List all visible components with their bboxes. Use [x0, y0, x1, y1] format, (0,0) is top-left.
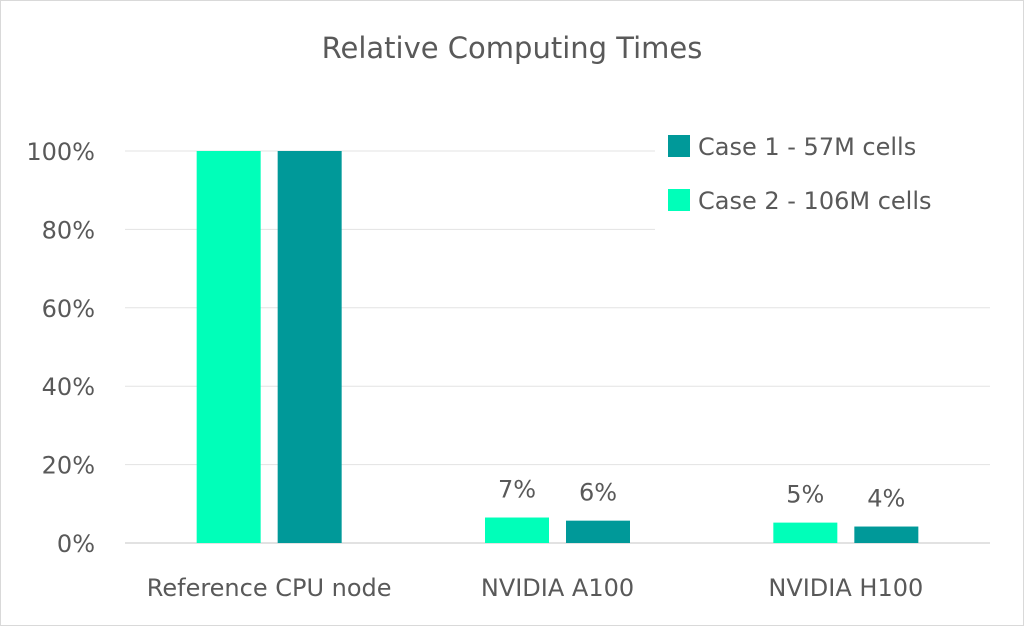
x-tick-label: NVIDIA H100 [768, 574, 923, 602]
bar [773, 522, 838, 543]
data-label: 5% [786, 481, 824, 509]
bar [566, 520, 630, 543]
y-tick-label: 60% [42, 295, 95, 323]
legend-label: Case 1 - 57M cells [698, 133, 916, 161]
y-tick-label: 0% [57, 530, 95, 558]
legend-swatch [668, 135, 690, 157]
legend: Case 1 - 57M cells Case 2 - 106M cells [655, 122, 990, 232]
data-label: 7% [498, 476, 536, 504]
bar [277, 151, 342, 543]
legend-background [655, 122, 990, 232]
bar [196, 151, 261, 543]
chart-title: Relative Computing Times [322, 31, 703, 65]
data-label: 6% [579, 479, 617, 507]
legend-label: Case 2 - 106M cells [698, 187, 932, 215]
bar [485, 517, 549, 543]
y-tick-label: 80% [42, 216, 95, 244]
y-tick-label: 100% [26, 138, 95, 166]
bar [854, 526, 919, 543]
y-tick-label: 20% [42, 452, 95, 480]
x-tick-label: Reference CPU node [147, 574, 392, 602]
data-label: 4% [867, 485, 905, 513]
y-tick-label: 40% [42, 373, 95, 401]
legend-swatch [668, 189, 690, 211]
x-tick-label: NVIDIA A100 [481, 574, 634, 602]
